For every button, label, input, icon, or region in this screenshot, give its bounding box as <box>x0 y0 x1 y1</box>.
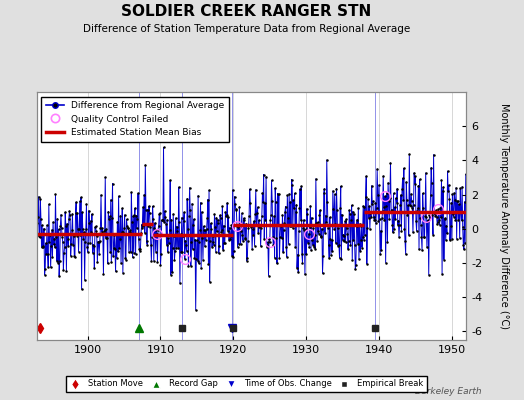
Text: SOLDIER CREEK RANGER STN: SOLDIER CREEK RANGER STN <box>121 4 372 19</box>
Legend: Difference from Regional Average, Quality Control Failed, Estimated Station Mean: Difference from Regional Average, Qualit… <box>41 96 229 142</box>
Text: Difference of Station Temperature Data from Regional Average: Difference of Station Temperature Data f… <box>83 24 410 34</box>
Legend: Station Move, Record Gap, Time of Obs. Change, Empirical Break: Station Move, Record Gap, Time of Obs. C… <box>66 376 427 392</box>
Text: Berkeley Earth: Berkeley Earth <box>416 387 482 396</box>
Y-axis label: Monthly Temperature Anomaly Difference (°C): Monthly Temperature Anomaly Difference (… <box>499 103 509 329</box>
